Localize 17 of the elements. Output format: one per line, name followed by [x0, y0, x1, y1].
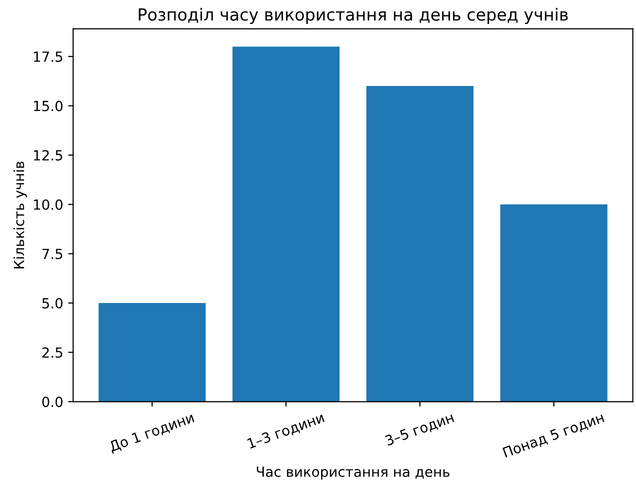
y-tick-label: 0.0	[42, 396, 62, 408]
y-tick-label: 2.5	[42, 347, 62, 358]
y-axis-title: Кількість учнів	[13, 162, 27, 268]
y-tick-label: 17.5	[34, 52, 62, 62]
bar	[232, 46, 340, 402]
y-tick-label: 15.0	[34, 100, 62, 112]
x-axis-title: Час використання на день	[256, 466, 450, 480]
x-tick-label: Понад 5 годин	[502, 412, 606, 460]
y-tick-label: 7.5	[42, 248, 62, 260]
chart-title: Розподіл часу використання на день серед учнів	[138, 8, 568, 24]
y-tick-label: 12.5	[34, 150, 62, 161]
x-tick-label: 3–5 годин	[384, 412, 455, 448]
bar	[366, 86, 474, 402]
bar	[500, 204, 608, 402]
y-tick-label: 5.0	[42, 298, 62, 308]
bar	[98, 303, 206, 402]
y-tick-label: 10.0	[34, 199, 62, 210]
